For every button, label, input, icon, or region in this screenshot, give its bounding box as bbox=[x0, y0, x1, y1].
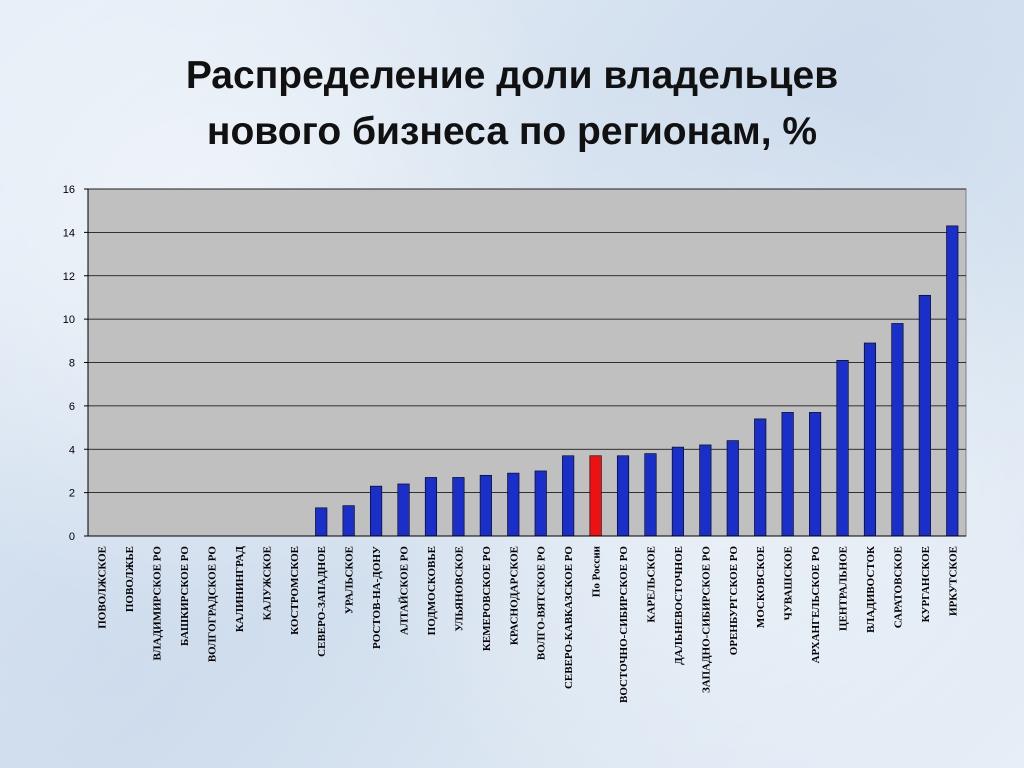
x-category-label: БАШКИРСКОЕ РО bbox=[179, 546, 191, 646]
x-category-label: КАРЕЛЬСКОЕ bbox=[645, 546, 657, 623]
x-category-label: УРАЛЬСКОЕ bbox=[344, 546, 356, 614]
slide-title: Распределение доли владельцев нового биз… bbox=[0, 48, 1024, 160]
x-category-label: ЧУВАШСКОЕ bbox=[783, 546, 795, 620]
x-category-label: АЛТАЙСКОЕ РО bbox=[399, 546, 411, 635]
bar bbox=[891, 323, 904, 537]
x-category-label: РОСТОВ-НА-ДОНУ bbox=[371, 546, 383, 649]
bar bbox=[616, 455, 630, 537]
x-category-label: КОСТРОМСКОЕ bbox=[289, 546, 301, 635]
x-category-label: УЛЬЯНОВСКОЕ bbox=[453, 546, 465, 631]
y-tick-label: 8 bbox=[69, 358, 75, 370]
x-category-label: КЕМЕРОВСКОЕ РО bbox=[481, 546, 493, 652]
x-category-label: ЗАПАДНО-СИБИРСКОЕ РО bbox=[700, 546, 712, 693]
bar bbox=[507, 472, 520, 537]
bar bbox=[534, 470, 547, 537]
y-tick-label: 12 bbox=[63, 271, 75, 283]
y-tick-label: 2 bbox=[69, 488, 75, 500]
y-tick-label: 16 bbox=[63, 184, 75, 196]
x-category-label: ВОЛГО-ВЯТСКОЕ РО bbox=[536, 546, 548, 660]
bar bbox=[699, 444, 712, 537]
bar bbox=[424, 477, 438, 537]
y-tick-label: 14 bbox=[63, 227, 75, 239]
bar bbox=[726, 440, 739, 537]
bar bbox=[342, 505, 355, 537]
bar bbox=[397, 483, 410, 537]
x-category-label: ВЛАДИВОСТОК bbox=[865, 546, 877, 633]
x-category-label: ВОЛГОГРАДСКОЕ РО bbox=[206, 546, 218, 663]
bar bbox=[479, 474, 492, 537]
bar bbox=[644, 453, 657, 537]
x-category-label: КУРГАНСКОЕ bbox=[920, 546, 932, 622]
bar bbox=[809, 412, 822, 537]
bar bbox=[370, 485, 383, 537]
bars bbox=[315, 225, 959, 537]
x-category-label: ПОДМОСКОВЬЕ bbox=[426, 546, 438, 635]
bar bbox=[836, 360, 849, 537]
title-line-2: нового бизнеса по регионам, % bbox=[206, 110, 818, 153]
bar bbox=[781, 412, 794, 537]
y-tick-label: 10 bbox=[63, 314, 75, 326]
x-category-label: КАЛИНИНГРАД bbox=[234, 546, 246, 633]
x-category-label: КРАСНОДАРСКОЕ bbox=[508, 546, 520, 645]
title-line-1: Распределение доли владельцев bbox=[185, 54, 839, 97]
x-category-label: МОСКОВСКОЕ bbox=[755, 546, 767, 628]
x-category-label: ВЛАДИМИРСКОЕ РО bbox=[152, 546, 164, 661]
x-category-label: По России bbox=[591, 545, 603, 597]
bar bbox=[863, 342, 877, 537]
x-category-label: АРХАНГЕЛЬСКОЕ РО bbox=[810, 546, 822, 664]
bar bbox=[671, 446, 684, 537]
x-axis-category-labels: ПОВОЛЖСКОЕ ПОВОЛЖЬЕ ВЛАДИМИРСКОЕ РО БАШКИРС… bbox=[97, 545, 960, 703]
x-category-label: ИРКУТСКОЕ bbox=[947, 546, 959, 616]
bar bbox=[946, 225, 959, 537]
x-category-label: ОРЕНБУРГСКОЕ РО bbox=[728, 546, 740, 656]
x-category-label: ВОСТОЧНО-СИБИРСКОЕ РО bbox=[618, 546, 630, 703]
x-category-label: ПОВОЛЖЬЕ bbox=[124, 546, 136, 612]
x-category-label: КАЛУЖСКОЕ bbox=[261, 546, 273, 620]
x-category-label: САРАТОВСКОЕ bbox=[892, 546, 904, 628]
bar bbox=[562, 455, 575, 537]
bar bbox=[918, 294, 931, 537]
bar bbox=[754, 418, 767, 537]
x-category-label: ПОВОЛЖСКОЕ bbox=[97, 546, 109, 629]
y-tick-label: 0 bbox=[69, 531, 75, 543]
y-tick-label: 6 bbox=[69, 401, 75, 413]
x-category-label: СЕВЕРО-ЗАПАДНОЕ bbox=[316, 546, 328, 657]
y-tick-label: 4 bbox=[69, 444, 75, 456]
x-category-label: ДАЛЬНЕВОСТОЧНОЕ bbox=[673, 546, 685, 665]
x-category-label: ЦЕНТРАЛЬНОЕ bbox=[838, 546, 850, 631]
bar-russia-average bbox=[589, 455, 602, 537]
bar bbox=[452, 477, 465, 537]
bar bbox=[315, 507, 328, 537]
y-axis-tick-labels: 0 2 4 6 8 10 12 14 16 bbox=[63, 184, 88, 543]
x-category-label: СЕВЕРО-КАВКАЗСКОЕ РО bbox=[563, 546, 575, 689]
